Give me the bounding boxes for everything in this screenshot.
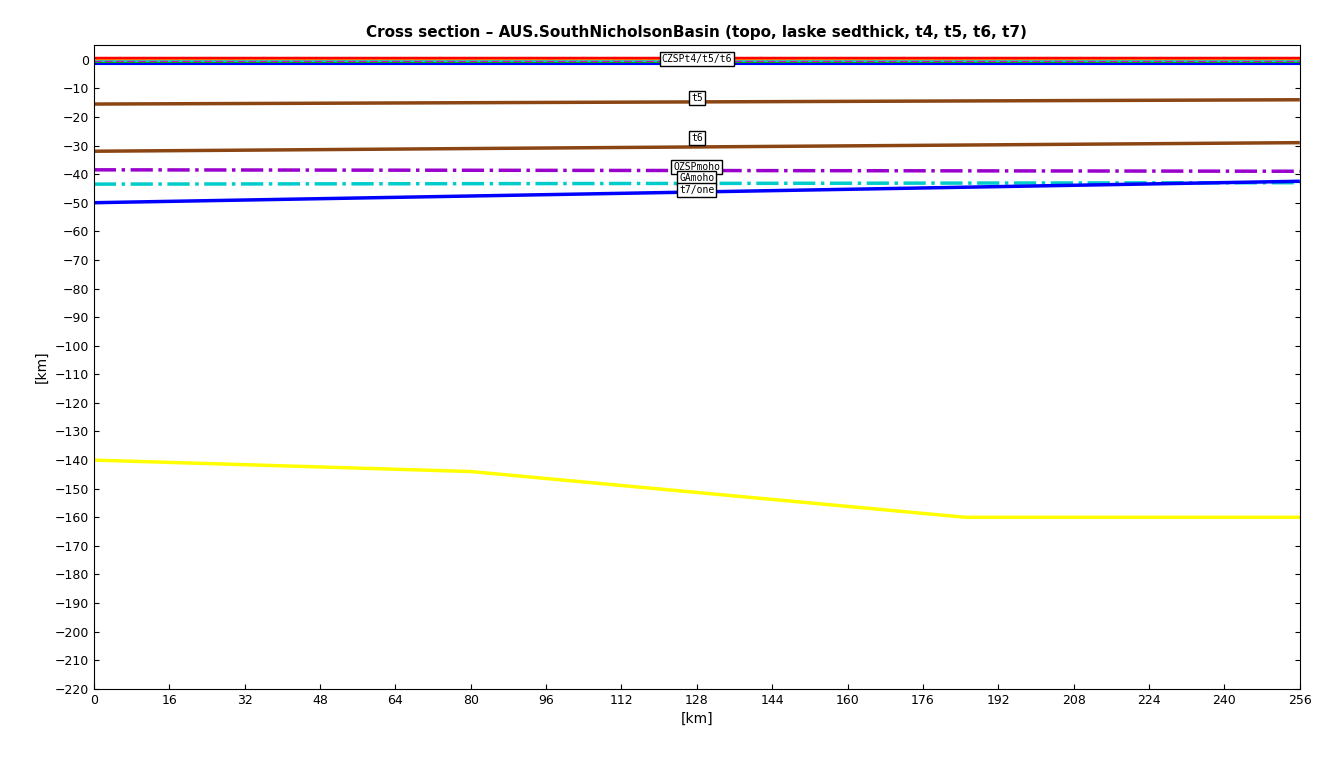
Text: t6: t6: [691, 133, 702, 143]
Text: t7/one: t7/one: [679, 185, 714, 195]
Text: t5: t5: [691, 93, 702, 103]
X-axis label: [km]: [km]: [681, 712, 713, 726]
Y-axis label: [km]: [km]: [35, 350, 50, 384]
Text: OZSPmoho: OZSPmoho: [673, 162, 721, 172]
Title: Cross section – AUS.SouthNicholsonBasin (topo, laske sedthick, t4, t5, t6, t7): Cross section – AUS.SouthNicholsonBasin …: [366, 25, 1028, 40]
Text: CZSPt4/t5/t6: CZSPt4/t5/t6: [662, 55, 732, 64]
Text: GAmoho: GAmoho: [679, 173, 714, 183]
